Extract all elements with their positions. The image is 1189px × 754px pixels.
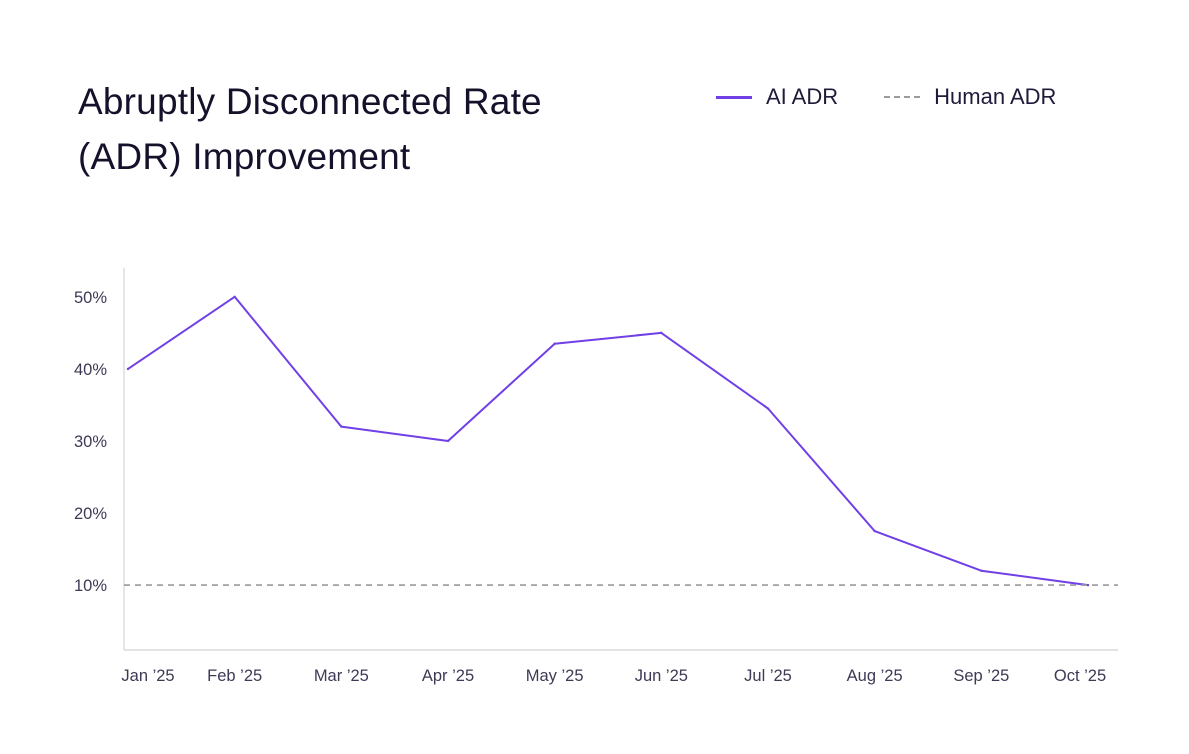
data-point-ai-adr bbox=[126, 367, 130, 371]
y-tick-label: 40% bbox=[74, 361, 107, 379]
data-point-ai-adr bbox=[233, 295, 236, 299]
legend-item-human-adr: Human ADR bbox=[884, 84, 1056, 110]
x-tick-label: Jul ’25 bbox=[744, 667, 792, 685]
y-tick-label: 30% bbox=[74, 433, 107, 451]
data-point-ai-adr bbox=[766, 407, 770, 410]
legend-swatch-dashed bbox=[884, 96, 921, 98]
y-tick-label: 10% bbox=[74, 577, 107, 595]
legend-swatch-solid bbox=[716, 95, 752, 99]
legend-label-human-adr: Human ADR bbox=[934, 84, 1057, 109]
data-point-ai-adr bbox=[1086, 583, 1090, 587]
x-tick-label: Sep ’25 bbox=[953, 667, 1009, 685]
data-point-ai-adr bbox=[873, 529, 876, 533]
y-tick-label: 20% bbox=[74, 505, 107, 523]
data-point-ai-adr bbox=[340, 425, 343, 428]
data-point-ai-adr bbox=[553, 342, 556, 345]
x-tick-label: Mar ’25 bbox=[314, 667, 369, 685]
x-tick-label: Jun ’25 bbox=[635, 667, 688, 685]
series-line-ai-adr bbox=[127, 295, 1089, 587]
legend-label-ai-adr: AI ADR bbox=[766, 84, 839, 109]
x-tick-label: Oct ’25 bbox=[1054, 667, 1106, 685]
chart-title: Abruptly Disconnected Rate (ADR) Improve… bbox=[78, 81, 542, 177]
data-point-ai-adr bbox=[660, 331, 663, 335]
x-tick-label: May ’25 bbox=[526, 667, 584, 685]
data-point-ai-adr bbox=[980, 569, 983, 572]
x-tick-label: Jan ’25 bbox=[121, 667, 174, 685]
y-tick-label: 50% bbox=[74, 289, 107, 307]
legend-item-ai-adr: AI ADR bbox=[716, 84, 838, 110]
x-tick-label: Apr ’25 bbox=[422, 667, 474, 685]
x-tick-label: Aug ’25 bbox=[847, 667, 903, 685]
legend: AI ADR Human ADR bbox=[716, 84, 1056, 110]
x-tick-label: Feb ’25 bbox=[207, 667, 262, 685]
data-point-ai-adr bbox=[446, 439, 450, 443]
